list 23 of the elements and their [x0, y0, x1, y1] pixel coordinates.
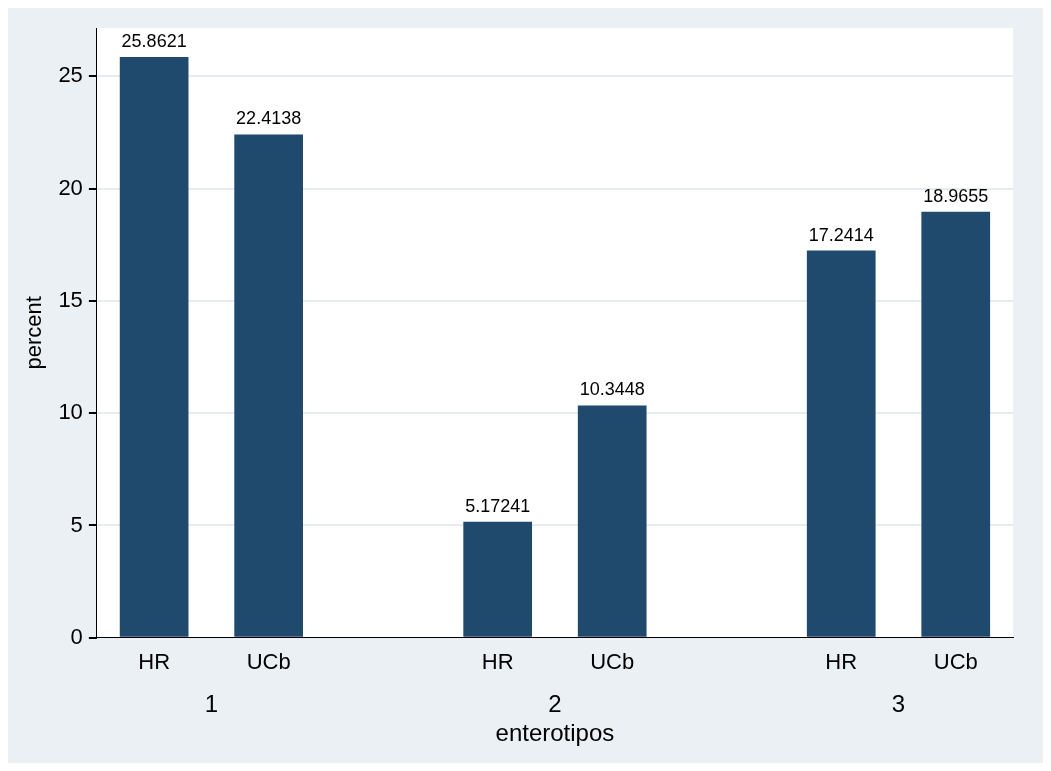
data-label: 25.8621 [121, 30, 187, 51]
y-tick-label: 15 [58, 286, 83, 312]
x-tick-label: HR [138, 649, 171, 675]
text: 3 [891, 690, 906, 718]
x-tick-label: UCb [590, 649, 635, 675]
y-axis-title: percent [21, 296, 47, 370]
text: 2 [548, 690, 562, 718]
y-tick-label: 20 [58, 174, 83, 200]
data-label: 17.2414 [808, 224, 874, 245]
data-label: 5.17241 [465, 495, 531, 516]
y-tick-label: 25 [58, 62, 83, 88]
x-tick-label: UCb [933, 649, 978, 675]
data-label: 18.9655 [923, 185, 989, 206]
x-axis-title: enterotipos [495, 719, 615, 747]
y-tick-label: 0 [70, 623, 83, 649]
text: 1 [204, 690, 219, 718]
data-label: 10.3448 [579, 379, 645, 400]
y-tick-label: 10 [58, 399, 83, 425]
x-tick-label: UCb [246, 649, 291, 675]
y-tick-label: 5 [70, 511, 83, 537]
x-tick-label: HR [825, 649, 858, 675]
data-label: 22.4138 [236, 108, 302, 129]
x-tick-label: HR [481, 649, 514, 675]
